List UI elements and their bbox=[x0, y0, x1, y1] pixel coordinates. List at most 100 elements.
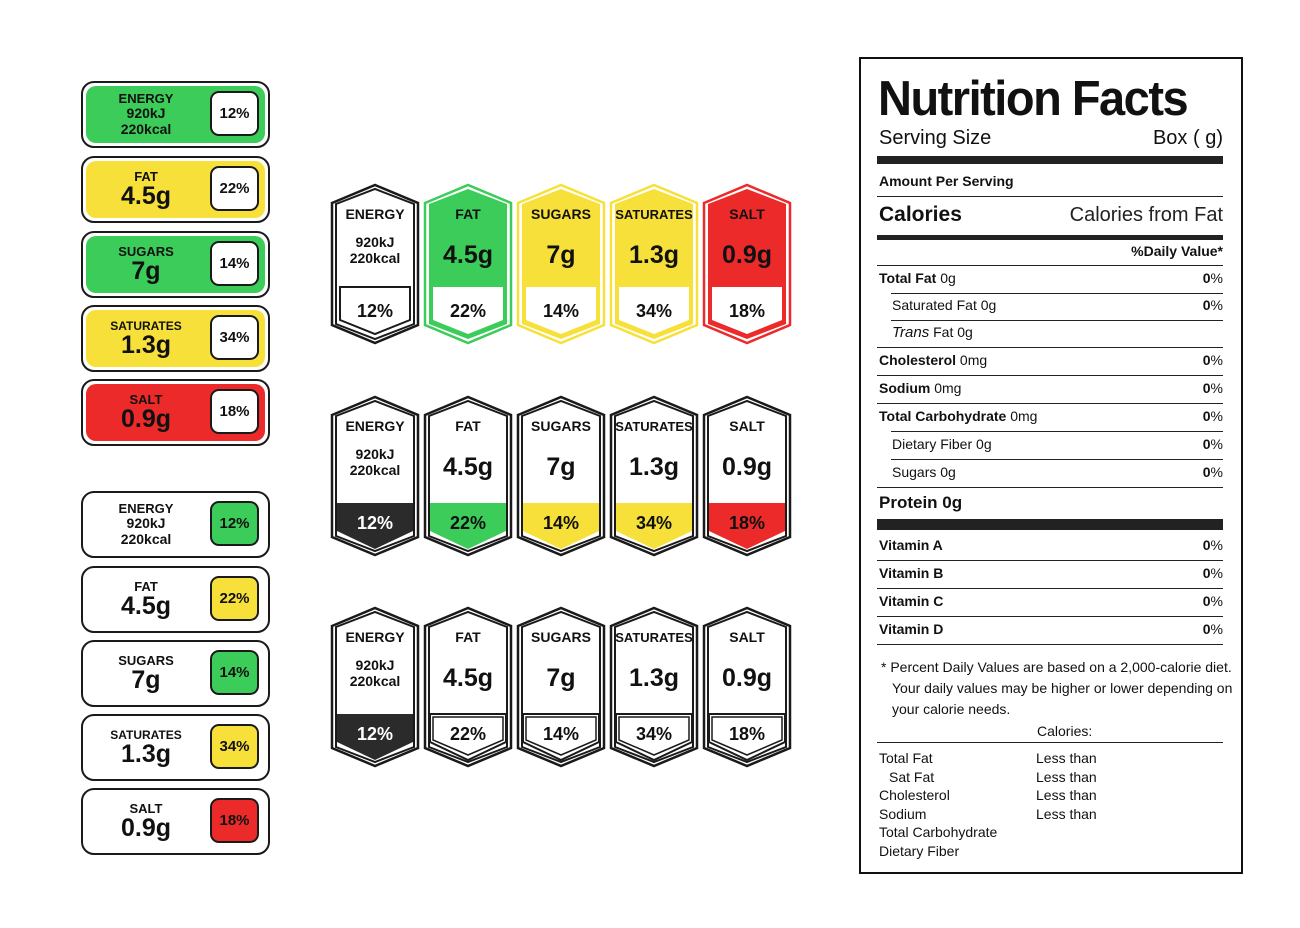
percent-sign: % bbox=[1210, 621, 1223, 637]
nutrient-amount: 0g bbox=[940, 464, 956, 480]
nutrient-row: Total Carbohydrate 0mg 0% bbox=[879, 408, 1223, 430]
label-percent: 22% bbox=[210, 576, 259, 621]
label-percent: 18% bbox=[210, 798, 259, 843]
label-name: ENERGY bbox=[118, 501, 174, 516]
label-value: 7g bbox=[131, 257, 161, 285]
divider bbox=[877, 265, 1223, 266]
nutrient-row: Sugars 0g 0% bbox=[879, 464, 1223, 486]
nutrient-label: Dietary Fiber bbox=[892, 436, 973, 452]
hex-name-saturates: SATURATES bbox=[615, 630, 693, 645]
medium-divider bbox=[877, 235, 1223, 240]
label-percent: 12% bbox=[210, 91, 259, 136]
percent-box-energy bbox=[337, 714, 413, 760]
label-name: ENERGY bbox=[118, 91, 174, 106]
hex-value-saturates: 1.3g bbox=[629, 453, 679, 481]
hex-name-sugars: SUGARS bbox=[531, 206, 591, 222]
hex-kj: 920kJ bbox=[356, 657, 395, 673]
nutrient-label: Cholesterol bbox=[879, 352, 957, 368]
divider bbox=[877, 742, 1223, 743]
nutrient-label: Total Carbohydrate bbox=[879, 408, 1007, 424]
hlabel-saturates-white: SATURATES 1.3g 34% bbox=[81, 714, 270, 781]
vitamin-row: Vitamin B 0% bbox=[879, 565, 1223, 587]
hex-percent-fat: 22% bbox=[450, 724, 486, 744]
daily-value: 0 bbox=[1202, 537, 1211, 553]
label-value: 0.9g bbox=[120, 405, 172, 433]
percent-sign: % bbox=[1210, 270, 1223, 286]
hlabel-energy-white: ENERGY 920kJ 220kcal 12% bbox=[81, 491, 270, 558]
hex-percent-saturates: 34% bbox=[636, 301, 672, 321]
nutrient-amount: Fat 0g bbox=[933, 324, 973, 340]
vitamin-label: Vitamin A bbox=[879, 537, 943, 553]
label-value: 0.9g bbox=[120, 814, 172, 842]
nutrient-amount: 0g bbox=[976, 436, 992, 452]
limit-label: Total Fat bbox=[879, 750, 933, 766]
percent-box-inner-saturates bbox=[618, 716, 690, 756]
hex-percent-saturates: 34% bbox=[636, 513, 672, 533]
serving-size-value: Box ( g) bbox=[1152, 127, 1223, 149]
nutrient-amount: 0mg bbox=[1010, 408, 1038, 424]
divider bbox=[891, 293, 1223, 294]
percent-sign: % bbox=[1210, 408, 1223, 424]
hex-percent-sugars: 14% bbox=[543, 301, 579, 321]
vitamin-label: Vitamin C bbox=[879, 593, 944, 609]
nutrient-amount: 0mg bbox=[934, 380, 962, 396]
label-percent: 34% bbox=[210, 724, 259, 769]
daily-value: 0 bbox=[1202, 352, 1211, 368]
divider bbox=[891, 459, 1223, 460]
hex-label-grid: ENERGY920kJ220kcal12%FAT4.5g22%SUGARS7g1… bbox=[330, 183, 792, 768]
serving-size-label: Serving Size bbox=[879, 127, 992, 149]
label-name: SATURATES bbox=[110, 727, 182, 742]
limit-label: Sat Fat bbox=[889, 769, 935, 785]
hex-name-salt: SALT bbox=[729, 206, 765, 222]
percent-sign: % bbox=[1210, 380, 1223, 396]
calories-header: Calories: bbox=[1037, 723, 1093, 739]
hex-kj: 920kJ bbox=[356, 234, 395, 250]
hex-name-energy: ENERGY bbox=[345, 206, 405, 222]
hex-value-salt: 0.9g bbox=[722, 241, 772, 269]
nutrient-row: Trans Fat 0g bbox=[879, 324, 1223, 346]
thick-divider bbox=[877, 156, 1223, 164]
divider bbox=[877, 403, 1223, 404]
divider bbox=[877, 375, 1223, 376]
divider bbox=[877, 487, 1223, 488]
percent-box-salt bbox=[712, 287, 782, 334]
limit-value: Less than bbox=[1036, 806, 1097, 822]
hex-name-salt: SALT bbox=[729, 629, 765, 645]
percent-box-fat bbox=[433, 287, 503, 334]
limit-value: Less than bbox=[1036, 787, 1097, 803]
hex-value-saturates: 1.3g bbox=[629, 664, 679, 692]
hex-value-sugars: 7g bbox=[546, 241, 575, 269]
amount-per-serving: Amount Per Serving bbox=[879, 173, 1014, 189]
protein-row: Protein 0g bbox=[879, 493, 963, 512]
percent-sign: % bbox=[1210, 464, 1223, 480]
hex-name-salt: SALT bbox=[729, 418, 765, 434]
nutrient-row: Cholesterol 0mg 0% bbox=[879, 352, 1223, 374]
percent-box-inner-fat bbox=[432, 716, 504, 756]
label-kj: 920kJ bbox=[126, 515, 166, 531]
nutrient-amount: 0g bbox=[980, 297, 997, 313]
daily-value: 0 bbox=[1202, 408, 1211, 424]
vitamin-row: Vitamin D 0% bbox=[879, 621, 1223, 643]
vitamin-label: Vitamin B bbox=[879, 565, 944, 581]
limit-label: Cholesterol bbox=[879, 787, 950, 803]
hex-name-sugars: SUGARS bbox=[531, 418, 591, 434]
daily-value-header: %Daily Value* bbox=[1131, 243, 1223, 259]
label-name: SUGARS bbox=[118, 244, 174, 259]
divider bbox=[877, 644, 1223, 645]
percent-sign: % bbox=[1210, 297, 1223, 313]
hex-name-saturates: SATURATES bbox=[615, 207, 693, 222]
nutrient-label: Saturated Fat bbox=[892, 297, 977, 313]
hex-name-energy: ENERGY bbox=[345, 418, 405, 434]
label-percent: 22% bbox=[210, 166, 259, 211]
nutrient-label: Sugars bbox=[892, 464, 937, 480]
hex-value-saturates: 1.3g bbox=[629, 241, 679, 269]
hex-percent-salt: 18% bbox=[729, 724, 765, 744]
percent-box-salt bbox=[709, 503, 785, 549]
label-kj: 920kJ bbox=[126, 105, 166, 121]
vitamin-label: Vitamin D bbox=[879, 621, 944, 637]
hlabel-energy-colored: ENERGY 920kJ 220kcal 12% bbox=[81, 81, 270, 148]
hex-name-sugars: SUGARS bbox=[531, 629, 591, 645]
hex-value-fat: 4.5g bbox=[443, 664, 493, 692]
nutrient-row: Sodium 0mg 0% bbox=[879, 380, 1223, 402]
hex-name-energy: ENERGY bbox=[345, 629, 405, 645]
